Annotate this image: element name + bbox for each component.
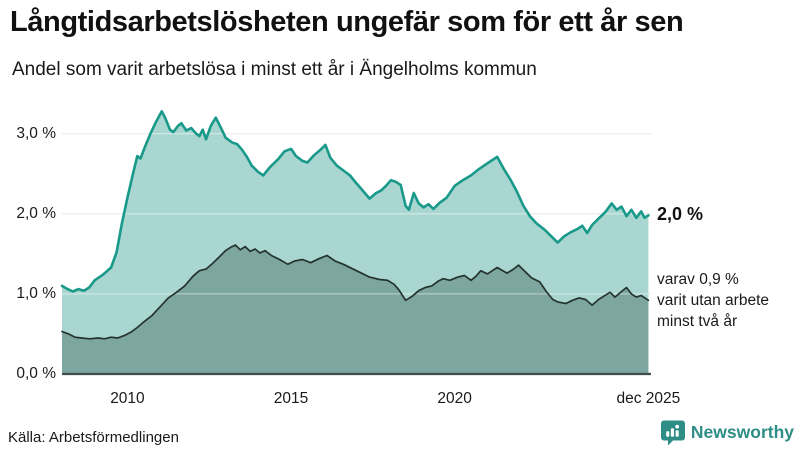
y-tick-label: 3,0 % xyxy=(16,124,56,142)
x-tick-label: 2010 xyxy=(110,390,145,407)
line-lower xyxy=(61,244,650,340)
x-tick-label: 2015 xyxy=(273,390,309,407)
y-tick-label: 2,0 % xyxy=(16,204,56,222)
gridlines-over xyxy=(62,133,651,295)
chart-subtitle: Andel som varit arbetslösa i minst ett å… xyxy=(12,59,537,80)
annotation-line: minst två år xyxy=(657,313,738,331)
page-title: Långtidsarbetslösheten ungefär som för e… xyxy=(10,6,684,38)
x-tick-label: dec 2025 xyxy=(616,390,681,407)
series-secondary-annotation: varav 0,9 % varit utan arbete minst två … xyxy=(657,269,769,332)
line-upper xyxy=(60,110,650,293)
brand-name: Newsworthy xyxy=(690,422,794,442)
newsworthy-bubble-chart-icon xyxy=(660,420,685,446)
annotation-line: varav 0,9 % xyxy=(657,271,739,289)
series-end-value-label: 2,0 % xyxy=(657,204,704,225)
source-credit: Källa: Arbetsförmedlingen xyxy=(8,429,179,446)
y-tick-label: 1,0 % xyxy=(16,284,56,302)
area-lower xyxy=(62,245,649,374)
y-tick-label: 0,0 % xyxy=(16,365,56,382)
newsworthy-logo: Newsworthy xyxy=(660,419,794,446)
annotation-line: varit utan arbete xyxy=(657,292,770,310)
x-tick-label: 2020 xyxy=(437,390,472,407)
